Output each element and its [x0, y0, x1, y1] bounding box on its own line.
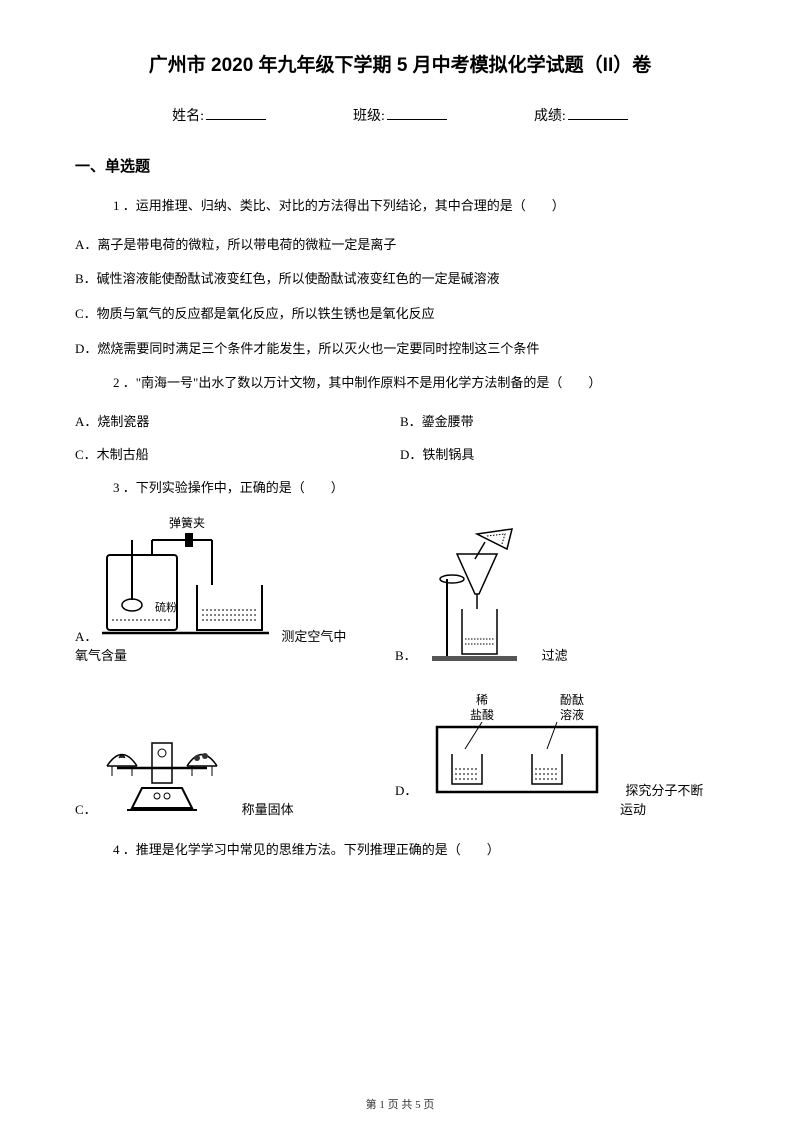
q4-stem: 4 ．推理是化学学习中常见的思维方法。下列推理正确的是（ ）	[75, 838, 725, 863]
q3-b-prefix: B．	[395, 645, 417, 664]
score-label: 成绩:	[534, 109, 566, 124]
q1-opt-b: B．碱性溶液能使酚酞试液变红色，所以使酚酞试液变红色的一定是碱溶液	[75, 267, 725, 292]
q2-row-1: A．烧制瓷器 B．鎏金腰带	[75, 410, 725, 435]
class-blank[interactable]	[387, 119, 447, 120]
q1-opt-d: D．燃烧需要同时满足三个条件才能发生，所以灭火也一定要同时控制这三个条件	[75, 337, 725, 362]
svg-text:弹簧夹: 弹簧夹	[169, 515, 205, 530]
svg-text:酚酞: 酚酞	[560, 692, 584, 707]
q3-d-prefix: D．	[395, 780, 417, 799]
diagram-b-icon	[417, 524, 527, 664]
q2-opt-b: B．鎏金腰带	[400, 410, 725, 435]
q3-b-text: 过滤	[542, 645, 568, 664]
q3-c-text: 称量固体	[242, 799, 294, 818]
svg-text:稀: 稀	[476, 693, 488, 707]
student-info-row: 姓名: 班级: 成绩:	[75, 105, 725, 125]
q3-a-text2: 氧气含量	[75, 645, 127, 664]
svg-text:溶液: 溶液	[560, 707, 584, 722]
q3-row-1: A． 弹簧夹 硫粉 测定空气中 氧气含量	[75, 515, 725, 664]
q3-c-prefix: C．	[75, 799, 97, 818]
q3-d-text2: 运动	[620, 799, 646, 818]
svg-text:盐酸: 盐酸	[470, 707, 494, 722]
diagram-c-icon	[97, 728, 227, 818]
svg-text:硫粉: 硫粉	[155, 600, 177, 614]
diagram-a-icon: 弹簧夹 硫粉	[97, 515, 277, 645]
q2-opt-a: A．烧制瓷器	[75, 410, 400, 435]
score-blank[interactable]	[568, 119, 628, 120]
q3-a-text1: 测定空气中	[281, 626, 346, 645]
name-blank[interactable]	[206, 119, 266, 120]
q1-opt-c: C．物质与氧气的反应都是氧化反应，所以铁生锈也是氧化反应	[75, 302, 725, 327]
q3-stem: 3 ．下列实验操作中，正确的是（ ）	[75, 476, 725, 501]
q2-row-2: C．木制古船 D．铁制锅具	[75, 443, 725, 468]
section-header: 一、单选题	[75, 155, 725, 176]
q3-row-2: C． 称量固体	[75, 689, 725, 818]
page-title: 广州市 2020 年九年级下学期 5 月中考模拟化学试题（II）卷	[75, 50, 725, 77]
q1-opt-a: A．离子是带电荷的微粒，所以带电荷的微粒一定是离子	[75, 233, 725, 258]
q2-opt-c: C．木制古船	[75, 443, 400, 468]
q1-stem: 1 ．运用推理、归纳、类比、对比的方法得出下列结论，其中合理的是（ ）	[75, 194, 725, 219]
q3-d-text1: 探究分子不断	[625, 780, 703, 799]
q2-opt-d: D．铁制锅具	[400, 443, 725, 468]
q3-a-prefix: A．	[75, 626, 97, 645]
name-label: 姓名:	[172, 109, 204, 124]
class-label: 班级:	[353, 109, 385, 124]
diagram-d-icon: 稀 盐酸 酚酞 溶液	[417, 689, 617, 799]
page-footer: 第 1 页 共 5 页	[0, 1096, 800, 1112]
q2-stem: 2 ．"南海一号"出水了数以万计文物，其中制作原料不是用化学方法制备的是（ ）	[75, 371, 725, 396]
